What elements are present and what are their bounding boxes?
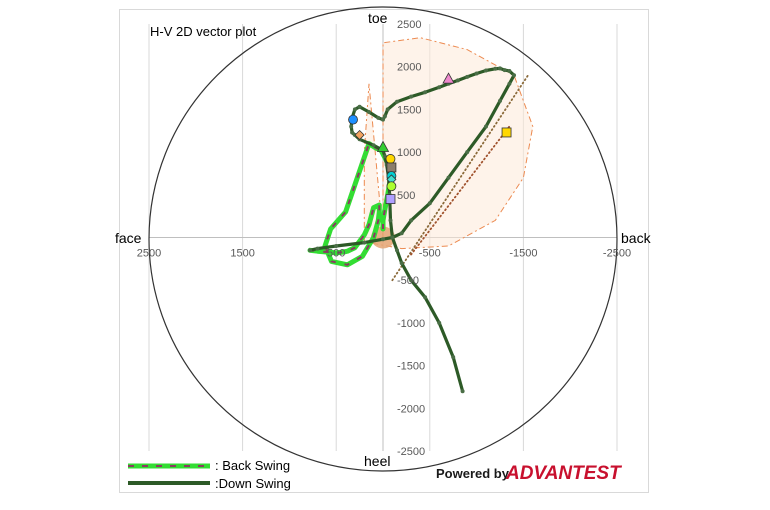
- down-swing-point: [385, 107, 390, 112]
- x-tick-label: -1500: [509, 248, 537, 260]
- marker-triangle-4: [376, 140, 390, 152]
- down-swing-point: [474, 71, 479, 76]
- down-swing-point: [381, 237, 385, 242]
- powered-by-label: Powered by: [436, 466, 510, 481]
- down-swing-point: [451, 355, 456, 360]
- down-swing-point: [484, 124, 488, 129]
- x-tick-label: 1500: [230, 248, 254, 260]
- down-swing-point: [395, 248, 399, 253]
- down-swing-point: [465, 150, 470, 155]
- shaded-swing-region: [363, 37, 534, 250]
- trend-line-layer: [391, 74, 529, 282]
- marker-square-10: [385, 194, 396, 204]
- down-swing-point: [427, 201, 432, 206]
- x-tick-label: -2500: [603, 248, 631, 260]
- legend-down-swing-label: :Down Swing: [215, 476, 291, 491]
- down-swing-point: [493, 66, 498, 71]
- down-swing-point: [388, 218, 393, 223]
- down-swing-point: [502, 68, 507, 73]
- y-tick-label: 2000: [397, 62, 421, 74]
- down-swing-point: [349, 124, 354, 129]
- marker-diamond-3: [354, 129, 365, 141]
- tick-label-layer: 2500 1500 500 -500 -1500 -2500 2500 2000 1500 100…: [137, 19, 631, 458]
- down-swing-point: [465, 74, 470, 79]
- down-swing-point: [507, 69, 512, 73]
- down-swing-point: [367, 110, 371, 114]
- down-swing-point: [381, 117, 385, 122]
- chart-title: H-V 2D vector plot: [150, 24, 257, 39]
- down-swing-point: [460, 389, 465, 394]
- down-swing-point: [409, 94, 414, 99]
- down-swing-point: [382, 114, 387, 119]
- legend-back-swing-label: : Back Swing: [215, 458, 290, 473]
- down-swing-point: [423, 90, 428, 95]
- y-tick-label: 500: [397, 190, 415, 202]
- marker-square-1: [501, 127, 512, 138]
- y-tick-label: -2000: [397, 403, 425, 415]
- y-tick-label: 1500: [397, 104, 421, 116]
- y-tick-label: 2500: [397, 19, 421, 31]
- y-tick-label: -1500: [397, 361, 425, 373]
- legend: : Back Swing :Down Swing: [128, 458, 291, 491]
- direction-label-left: face: [115, 230, 142, 246]
- down-swing-point: [357, 104, 362, 109]
- down-swing-point: [352, 107, 357, 112]
- y-tick-label: -500: [397, 275, 419, 287]
- marker-circle-9: [386, 181, 397, 192]
- direction-label-bottom: heel: [364, 453, 390, 469]
- company-logo: ADVANTEST: [505, 463, 622, 484]
- down-swing-point: [498, 98, 502, 103]
- y-tick-label: -1000: [397, 318, 425, 330]
- trend-line-1: [410, 125, 511, 256]
- down-swing-point: [399, 231, 404, 236]
- x-tick-label: -500: [419, 248, 441, 260]
- marker-circle-5: [385, 154, 396, 164]
- down-swing-point: [371, 143, 376, 148]
- down-swing-point: [455, 78, 460, 83]
- down-swing-point: [512, 73, 516, 78]
- down-swing-point: [507, 81, 512, 86]
- down-swing-point: [409, 218, 414, 223]
- marker-triangle-0: [442, 72, 455, 84]
- down-swing-point: [308, 248, 312, 253]
- branding: Powered by ADVANTEST: [436, 463, 622, 484]
- down-swing-point: [437, 85, 442, 90]
- down-swing-point: [399, 261, 404, 266]
- marker-layer: [348, 72, 512, 204]
- down-swing-point: [376, 115, 381, 120]
- down-swing-point: [395, 99, 399, 104]
- down-swing-point: [409, 278, 414, 283]
- down-swing-point: [362, 240, 367, 245]
- down-swing-point: [437, 320, 442, 325]
- direction-label-right: back: [621, 230, 652, 246]
- reference-ellipse: [148, 6, 618, 472]
- down-swing-point: [446, 175, 451, 180]
- down-swing-point: [423, 295, 428, 300]
- trend-line-0: [391, 74, 529, 282]
- marker-square-6: [386, 162, 397, 173]
- x-tick-label: 500: [327, 248, 345, 260]
- down-swing-point: [484, 68, 488, 73]
- series-back-swing-dashes: [309, 142, 392, 266]
- marker-circle-2: [348, 114, 358, 125]
- down-swing-point: [315, 246, 320, 251]
- down-swing-point: [334, 244, 339, 248]
- down-swing-point: [498, 66, 502, 71]
- down-swing-point: [390, 235, 395, 240]
- x-tick-label: 2500: [137, 248, 161, 260]
- direction-label-top: toe: [368, 10, 388, 26]
- down-swing-point: [350, 130, 355, 135]
- y-tick-label: -2500: [397, 446, 425, 458]
- y-tick-label: 1000: [397, 147, 421, 159]
